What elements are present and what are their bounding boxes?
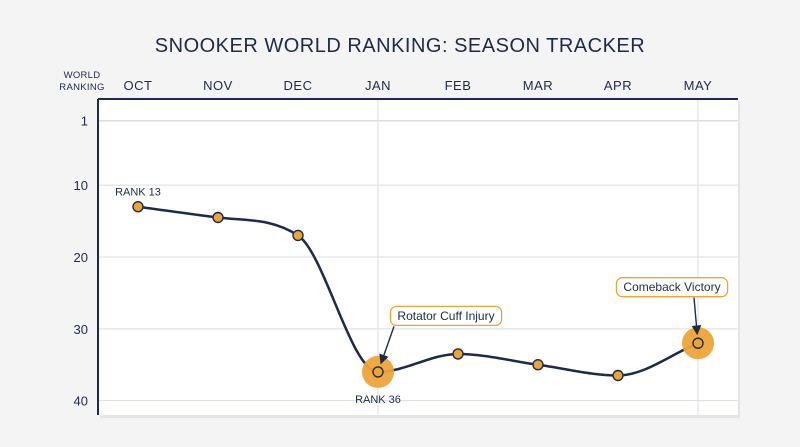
x-tick-label: JAN xyxy=(365,78,391,93)
data-point xyxy=(532,359,544,371)
data-point xyxy=(692,337,704,349)
data-point xyxy=(292,229,304,242)
callout-label: Comeback Victory xyxy=(623,280,720,294)
chart-title: SNOOKER WORLD RANKING: SEASON TRACKER xyxy=(155,35,645,57)
y-axis-label-line-2: RANKING xyxy=(59,82,104,93)
x-tick-label: NOV xyxy=(203,78,233,93)
rank-annotation: RANK 13 xyxy=(115,187,161,199)
rank-annotation: RANK 36 xyxy=(355,394,401,406)
ranking-series-line xyxy=(136,205,700,377)
data-point xyxy=(372,366,384,378)
data-point xyxy=(132,201,144,213)
x-tick-label: DEC xyxy=(284,78,313,93)
callout-label: Rotator Cuff Injury xyxy=(397,309,494,323)
x-tick-label: MAY xyxy=(684,78,713,93)
callout-box xyxy=(615,277,729,298)
x-tick-label: FEB xyxy=(445,78,472,93)
data-point xyxy=(452,348,464,360)
y-tick-label: 30 xyxy=(74,322,88,337)
data-point xyxy=(612,369,624,382)
y-tick-label: 10 xyxy=(74,178,88,193)
y-tick-label: 40 xyxy=(74,394,88,409)
x-tick-label: APR xyxy=(604,78,632,93)
x-tick-label: OCT xyxy=(124,78,153,93)
y-tick-label: 1 xyxy=(81,114,88,129)
callout-arrow xyxy=(691,297,702,336)
y-tick-label: 20 xyxy=(74,250,88,265)
x-tick-label: MAR xyxy=(523,78,553,93)
callout-arrow xyxy=(379,326,395,365)
y-axis-label-line-1: WORLD xyxy=(64,70,101,81)
callout-box xyxy=(389,305,503,327)
data-point xyxy=(212,211,224,224)
callout: Comeback Victory xyxy=(615,277,729,336)
callout: Rotator Cuff Injury xyxy=(379,305,503,365)
